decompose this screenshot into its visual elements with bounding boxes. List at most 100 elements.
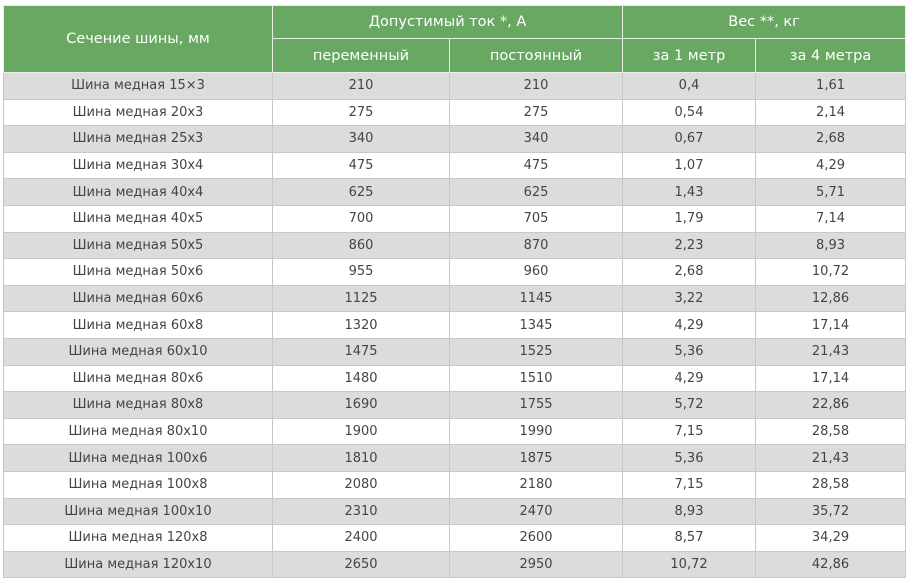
table-cell: 870 — [448, 231, 624, 260]
table-cell: 210 — [448, 72, 624, 100]
row-label: Шина медная 60x10 — [3, 337, 273, 366]
row-label: Шина медная 30x4 — [3, 151, 273, 180]
subheader-cell: переменный — [272, 38, 450, 73]
table-cell: 4,29 — [622, 364, 757, 393]
table-cell: 35,72 — [755, 497, 907, 526]
table-row: Шина медная 60x8 1320 1345 4,29 17,14 — [3, 311, 907, 339]
table-row: Шина медная 80x10 1900 1990 7,15 28,58 — [3, 417, 907, 446]
header-row: переменный постоянный за 1 метр за 4 метра — [4, 38, 907, 73]
table-cell: 2470 — [448, 497, 624, 526]
table-cell: 340 — [272, 125, 450, 153]
row-label: Шина медная 50x5 — [3, 231, 273, 260]
table-cell: 7,14 — [755, 204, 907, 233]
table-cell: 1690 — [272, 391, 450, 419]
row-label: Шина медная 40x4 — [3, 178, 273, 206]
table-cell: 7,15 — [622, 470, 757, 499]
table-header: Сечение шины, мм Допустимый ток *, А Вес… — [3, 5, 907, 73]
table-row: Шина медная 25x3 340 340 0,67 2,68 — [3, 125, 907, 153]
table-cell: 2,68 — [755, 125, 907, 153]
table-cell: 2180 — [448, 470, 624, 499]
subheader-cell: за 1 метр — [622, 38, 757, 73]
table-cell: 340 — [448, 125, 624, 153]
subheader-cell: постоянный — [448, 38, 624, 73]
header-cell: Допустимый ток *, А — [271, 5, 624, 39]
table-cell: 1900 — [272, 417, 450, 446]
table-cell: 210 — [272, 72, 450, 100]
table-cell: 34,29 — [755, 524, 907, 552]
table-cell: 5,36 — [622, 444, 757, 472]
table-cell: 2600 — [448, 524, 624, 552]
header-cell: Вес **, кг — [622, 5, 907, 39]
row-label: Шина медная 15×3 — [3, 72, 273, 100]
table-cell: 10,72 — [622, 550, 757, 579]
bus-table: Сечение шины, мм Допустимый ток *, А Вес… — [3, 5, 907, 579]
table-cell: 12,86 — [755, 284, 907, 313]
table-row: Шина медная 50x6 955 960 2,68 10,72 — [3, 258, 907, 286]
table-cell: 5,36 — [622, 337, 757, 366]
row-label: Шина медная 40x5 — [3, 204, 273, 233]
table-cell: 1810 — [272, 444, 450, 472]
row-label: Шина медная 20x3 — [3, 98, 273, 127]
table-cell: 28,58 — [755, 417, 907, 446]
table-cell: 2,14 — [755, 98, 907, 127]
table-row: Шина медная 60x6 1125 1145 3,22 12,86 — [3, 284, 907, 313]
table-cell: 42,86 — [755, 550, 907, 579]
table-cell: 700 — [272, 204, 450, 233]
table-cell: 1,43 — [622, 178, 757, 206]
table-cell: 275 — [448, 98, 624, 127]
table-cell: 1,79 — [622, 204, 757, 233]
table-cell: 1320 — [272, 311, 450, 339]
table-row: Шина медная 15×3 210 210 0,4 1,61 — [3, 72, 907, 100]
table-cell: 2,68 — [622, 258, 757, 286]
header-cell: Сечение шины, мм — [3, 5, 273, 73]
table-cell: 1755 — [448, 391, 624, 419]
table-row: Шина медная 40x5 700 705 1,79 7,14 — [3, 204, 907, 233]
table-row: Шина медная 50x5 860 870 2,23 8,93 — [3, 231, 907, 260]
subheader-cell: за 4 метра — [755, 38, 907, 73]
table-cell: 28,58 — [755, 470, 907, 499]
header-row: Сечение шины, мм Допустимый ток *, А Вес… — [3, 5, 907, 73]
row-label: Шина медная 100x8 — [3, 470, 273, 499]
table-cell: 5,71 — [755, 178, 907, 206]
row-label: Шина медная 25x3 — [3, 125, 273, 153]
table-cell: 17,14 — [755, 364, 907, 393]
table-row: Шина медная 120x8 2400 2600 8,57 34,29 — [3, 524, 907, 552]
table-row: Шина медная 120x10 2650 2950 10,72 42,86 — [3, 550, 907, 579]
table-cell: 475 — [448, 151, 624, 180]
table-cell: 1345 — [448, 311, 624, 339]
table-cell: 0,54 — [622, 98, 757, 127]
table-cell: 1475 — [272, 337, 450, 366]
table-row: Шина медная 100x6 1810 1875 5,36 21,43 — [3, 444, 907, 472]
row-label: Шина медная 100x10 — [3, 497, 273, 526]
table-cell: 2650 — [272, 550, 450, 579]
table-cell: 1510 — [448, 364, 624, 393]
row-label: Шина медная 120x10 — [3, 550, 273, 579]
table-cell: 1990 — [448, 417, 624, 446]
table-cell: 1525 — [448, 337, 624, 366]
table-row: Шина медная 20x3 275 275 0,54 2,14 — [3, 98, 907, 127]
table-cell: 1480 — [272, 364, 450, 393]
row-label: Шина медная 80x8 — [3, 391, 273, 419]
row-label: Шина медная 80x10 — [3, 417, 273, 446]
row-label: Шина медная 120x8 — [3, 524, 273, 552]
table-cell: 2080 — [272, 470, 450, 499]
row-label: Шина медная 60x8 — [3, 311, 273, 339]
table-cell: 625 — [272, 178, 450, 206]
table-row: Шина медная 100x8 2080 2180 7,15 28,58 — [3, 470, 907, 499]
table-cell: 22,86 — [755, 391, 907, 419]
table-cell: 960 — [448, 258, 624, 286]
row-label: Шина медная 60x6 — [3, 284, 273, 313]
table-row: Шина медная 60x10 1475 1525 5,36 21,43 — [3, 337, 907, 366]
table-cell: 1125 — [272, 284, 450, 313]
table-cell: 2,23 — [622, 231, 757, 260]
table-row: Шина медная 100x10 2310 2470 8,93 35,72 — [3, 497, 907, 526]
table-cell: 955 — [272, 258, 450, 286]
row-label: Шина медная 50x6 — [3, 258, 273, 286]
table-cell: 1,61 — [755, 72, 907, 100]
table-cell: 8,93 — [622, 497, 757, 526]
table-row: Шина медная 30x4 475 475 1,07 4,29 — [3, 151, 907, 180]
table-cell: 2950 — [448, 550, 624, 579]
table-cell: 8,57 — [622, 524, 757, 552]
table-cell: 705 — [448, 204, 624, 233]
